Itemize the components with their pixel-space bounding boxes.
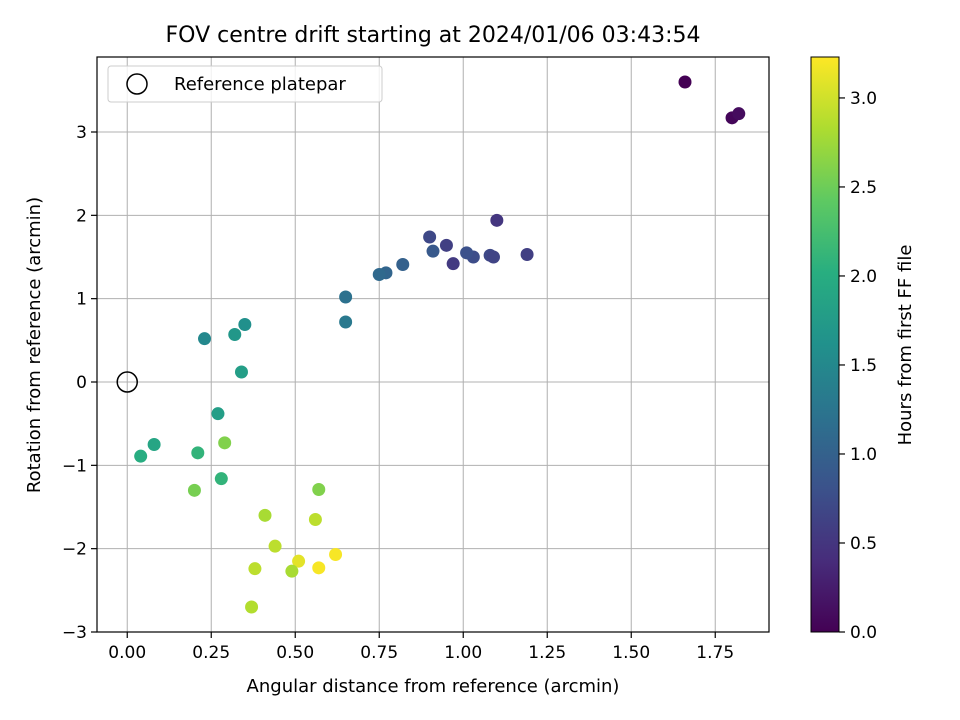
- data-point: [218, 436, 232, 450]
- y-tick-label: −3: [62, 623, 87, 643]
- reference-platepar-marker: [116, 371, 138, 393]
- data-point: [308, 513, 322, 526]
- data-point: [211, 407, 225, 421]
- y-tick-label: −1: [62, 456, 87, 476]
- data-point: [426, 244, 440, 258]
- colorbar-tick-label: 3.0: [850, 89, 877, 109]
- x-tick-label: 0.75: [360, 643, 398, 663]
- data-point: [372, 268, 386, 281]
- y-tick-label: 3: [76, 123, 87, 143]
- data-point: [439, 238, 453, 252]
- data-point: [490, 213, 504, 227]
- data-point: [268, 539, 282, 553]
- x-tick-label: 1.50: [612, 643, 650, 663]
- colorbar-tick-label: 2.0: [850, 267, 877, 287]
- data-point: [732, 107, 746, 121]
- y-tick-label: 0: [76, 373, 87, 393]
- data-point: [234, 365, 248, 379]
- legend-marker-reference: [126, 73, 148, 95]
- data-point: [285, 564, 299, 578]
- y-axis-label: Rotation from reference (arcmin): [24, 197, 45, 493]
- data-point: [486, 250, 500, 264]
- data-point: [214, 472, 228, 486]
- x-tick-label: 1.75: [696, 643, 734, 663]
- data-point: [191, 446, 205, 460]
- x-tick-label: 1.00: [444, 643, 482, 663]
- colorbar-tick-label: 0.0: [850, 623, 877, 643]
- legend-label-reference: Reference platepar: [174, 74, 346, 95]
- legend: Reference platepar: [107, 65, 383, 103]
- data-point: [198, 332, 212, 346]
- chart-title: FOV centre drift starting at 2024/01/06 …: [166, 23, 701, 48]
- colorbar-ticks: 0.0 0.5 1.0 1.5 2.0 2.5 3.0: [839, 89, 877, 643]
- colorbar-tick-label: 1.5: [850, 356, 877, 376]
- data-point: [329, 548, 343, 561]
- colorbar-tick-label: 1.0: [850, 445, 877, 465]
- colorbar-label: Hours from first FF file: [895, 245, 916, 446]
- data-point: [460, 246, 474, 260]
- data-point: [187, 483, 201, 497]
- data-point: [678, 75, 692, 89]
- colorbar: [810, 56, 840, 633]
- x-tick-label: 0.50: [276, 643, 314, 663]
- data-point: [134, 449, 148, 463]
- y-tick-label: 2: [76, 206, 87, 226]
- data-point: [228, 328, 242, 341]
- colorbar-tick-label: 0.5: [850, 534, 877, 554]
- data-point: [520, 248, 534, 261]
- data-point: [396, 258, 410, 271]
- x-axis-ticks: 0.00 0.25 0.50 0.75 1.00 1.25 1.50 1.75: [108, 632, 734, 663]
- data-point: [292, 554, 306, 568]
- data-point: [238, 318, 252, 331]
- y-tick-label: 1: [76, 290, 87, 310]
- data-point: [423, 230, 437, 244]
- x-axis-label: Angular distance from reference (arcmin): [247, 676, 620, 697]
- data-point: [312, 561, 326, 575]
- grid-lines: [97, 57, 769, 633]
- x-tick-label: 1.25: [528, 643, 566, 663]
- x-tick-label: 0.00: [108, 643, 146, 663]
- data-point: [446, 257, 460, 271]
- colorbar-tick-label: 2.5: [850, 178, 877, 198]
- y-tick-label: −2: [62, 540, 87, 560]
- x-tick-label: 0.25: [192, 643, 230, 663]
- data-point: [258, 508, 272, 522]
- data-point: [339, 290, 353, 304]
- data-point: [147, 438, 161, 451]
- data-point: [245, 600, 259, 614]
- y-axis-ticks: −3 −2 −1 0 1 2 3: [62, 123, 97, 643]
- data-point: [312, 483, 326, 496]
- legend-box: [107, 65, 383, 103]
- data-point: [339, 315, 353, 329]
- plot-frame: [96, 56, 770, 633]
- scatter-points: [134, 75, 746, 614]
- data-point: [248, 562, 262, 576]
